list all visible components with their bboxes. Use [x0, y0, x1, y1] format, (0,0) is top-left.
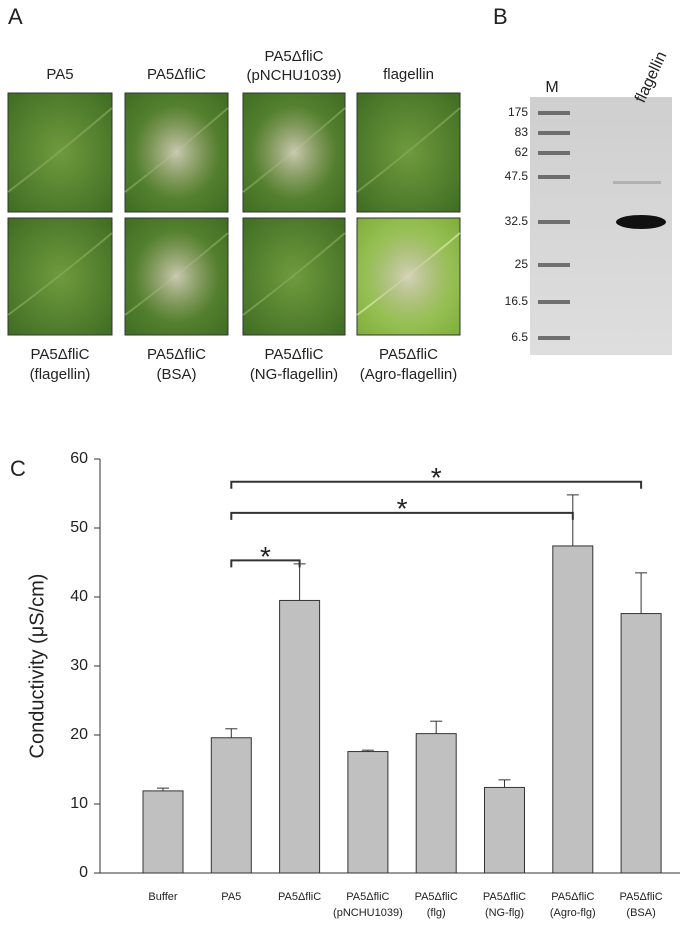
- marker-label: 32.5: [505, 214, 529, 228]
- error-bar: [566, 494, 579, 546]
- infiltration-patch: [133, 104, 220, 201]
- significance-star: *: [397, 493, 408, 524]
- ladder-band: [538, 220, 570, 224]
- protein-band: [613, 181, 661, 184]
- column-label: PA5ΔfliC: [265, 48, 324, 65]
- bar: [210, 737, 252, 874]
- y-tick-label: 0: [79, 864, 88, 881]
- significance-star: *: [260, 541, 271, 572]
- x-tick-label: PA5ΔfliC (NG-flg): [483, 891, 526, 919]
- column-label: flagellin: [383, 66, 434, 83]
- leaf-vein: [356, 107, 461, 193]
- y-tick-label: 30: [70, 657, 88, 674]
- leaf-vein: [7, 107, 113, 193]
- column-label: (flagellin): [30, 366, 91, 383]
- ladder-band: [538, 131, 570, 135]
- error-bar: [157, 787, 169, 791]
- panel-label: C: [10, 456, 26, 481]
- ladder-band: [538, 175, 570, 179]
- error-bar: [225, 728, 238, 738]
- x-tick-label: PA5ΔfliC (flg): [415, 891, 458, 919]
- bar: [279, 599, 321, 874]
- lane-label: M: [545, 79, 558, 96]
- significance-bracket: [230, 480, 643, 489]
- column-label: (NG-flagellin): [250, 366, 338, 383]
- marker-label: 6.5: [511, 330, 528, 344]
- protein-band: [616, 215, 666, 229]
- y-tick-label: 20: [70, 726, 88, 743]
- panel-label: B: [493, 4, 508, 29]
- column-label: (BSA): [156, 366, 196, 383]
- ladder-band: [538, 300, 570, 304]
- ladder-band: [538, 263, 570, 267]
- error-bar: [430, 720, 443, 734]
- bar: [347, 751, 389, 874]
- column-label: (pNCHU1039): [246, 67, 341, 84]
- significance-bracket: [230, 511, 574, 520]
- column-label: PA5ΔfliC: [147, 66, 206, 83]
- marker-label: 25: [515, 257, 529, 271]
- column-label: PA5: [46, 66, 73, 83]
- infiltration-patch: [365, 229, 452, 324]
- infiltration-patch: [133, 229, 220, 324]
- ladder-band: [538, 336, 570, 340]
- x-tick-label: PA5ΔfliC (pNCHU1039): [333, 891, 403, 919]
- marker-label: 175: [508, 105, 528, 119]
- marker-label: 62: [515, 145, 529, 159]
- marker-label: 83: [515, 125, 529, 139]
- x-tick-label: PA5ΔfliC (Agro-flg): [550, 891, 596, 919]
- infiltration-patch: [251, 104, 337, 201]
- column-label: (Agro-flagellin): [360, 366, 458, 383]
- bar: [415, 733, 457, 874]
- ladder-band: [538, 111, 570, 115]
- y-tick-label: 40: [70, 588, 88, 605]
- y-tick-label: 50: [70, 519, 88, 536]
- bar: [484, 786, 525, 874]
- leaf-vein: [7, 232, 113, 316]
- bar: [142, 790, 184, 874]
- marker-label: 16.5: [505, 294, 529, 308]
- column-label: PA5ΔfliC: [265, 346, 324, 363]
- significance-star: *: [431, 462, 442, 493]
- y-axis-label: Conductivity (μS/cm): [26, 574, 48, 759]
- x-tick-label: PA5ΔfliC (BSA): [619, 891, 662, 919]
- y-tick-label: 60: [70, 450, 88, 467]
- x-tick-label: PA5: [221, 891, 241, 903]
- panel-label: A: [8, 4, 23, 29]
- column-label: PA5ΔfliC: [147, 346, 206, 363]
- x-tick-label: Buffer: [148, 891, 177, 903]
- error-bar: [293, 563, 306, 601]
- error-bar: [361, 749, 374, 752]
- ladder-band: [538, 151, 570, 155]
- x-tick-label: PA5ΔfliC: [278, 891, 321, 903]
- error-bar: [635, 572, 648, 614]
- column-label: PA5ΔfliC: [379, 346, 438, 363]
- leaf-vein: [242, 232, 346, 316]
- bar: [620, 613, 662, 874]
- error-bar: [498, 779, 511, 788]
- significance-bracket: [230, 559, 301, 568]
- marker-label: 47.5: [505, 169, 529, 183]
- bar: [552, 545, 594, 874]
- column-label: PA5ΔfliC: [31, 346, 90, 363]
- y-tick-label: 10: [70, 795, 88, 812]
